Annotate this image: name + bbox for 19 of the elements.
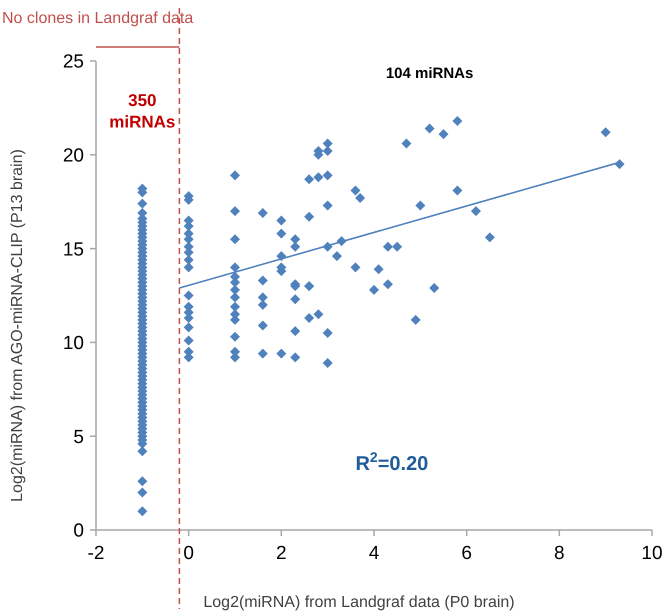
x-tick-label: 6 — [461, 543, 472, 564]
y-tick-label: 25 — [62, 52, 84, 73]
x-tick-label: 10 — [641, 543, 663, 564]
x-tick-label: -2 — [88, 543, 104, 564]
x-tick-label: 8 — [554, 543, 565, 564]
y-axis-title: Log2(miRNA) from AGO-miRNA-CLIP (P13 brain) — [9, 149, 26, 502]
y-tick-label: 5 — [73, 426, 84, 448]
y-tick-label: 15 — [62, 239, 84, 260]
annotation: 350 miRNAs — [109, 91, 176, 132]
y-tick-label: 0 — [73, 520, 84, 542]
x-tick-label: 4 — [368, 543, 380, 564]
ref-line-label: No clones in Landgraf data — [2, 10, 194, 27]
y-tick-label: 20 — [62, 145, 84, 166]
y-tick-label: 10 — [62, 333, 84, 354]
annotation: 104 miRNAs — [386, 64, 474, 82]
x-tick-label: 0 — [183, 543, 194, 564]
x-tick-label: 2 — [276, 543, 287, 564]
annotation: R$^{2}$=0.20 — [355, 448, 428, 475]
x-axis-title: Log2(miRNA) from Landgraf data (P0 brain) — [203, 594, 515, 611]
